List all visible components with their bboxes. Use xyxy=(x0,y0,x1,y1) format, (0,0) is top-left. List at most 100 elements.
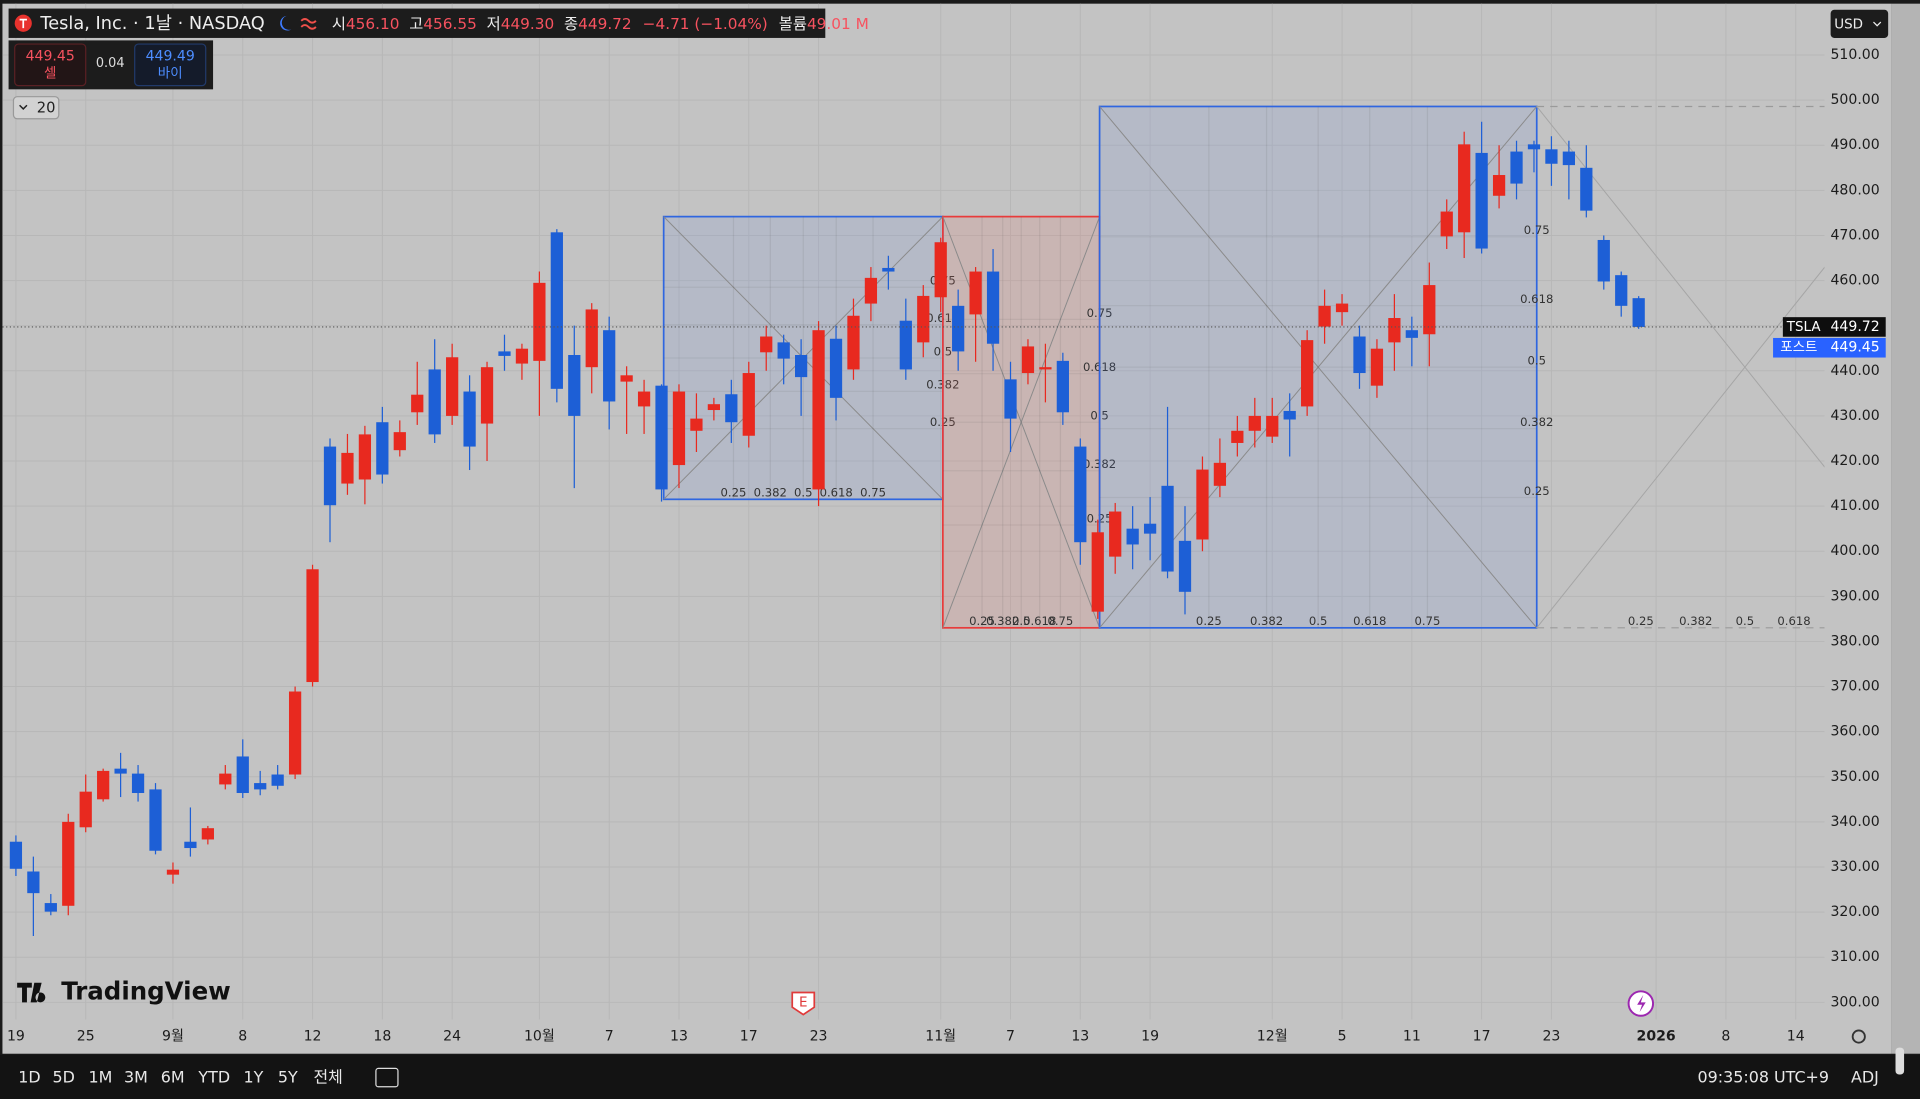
fib-label: 0.5 xyxy=(1527,354,1545,368)
grid xyxy=(2,3,1825,1020)
x-tick-label: 11 xyxy=(1403,1029,1421,1045)
price-tag-bg xyxy=(1824,317,1886,337)
fib-label: 0.618 xyxy=(1023,614,1056,628)
candle-body xyxy=(1370,348,1384,386)
range-button[interactable]: 1D xyxy=(18,1068,40,1087)
x-tick-label: 19 xyxy=(7,1029,25,1045)
range-button[interactable]: 1Y xyxy=(244,1068,264,1087)
candle-body xyxy=(568,355,581,416)
range-button[interactable]: 6M xyxy=(161,1068,185,1087)
y-tick-label: 310.00 xyxy=(1830,949,1879,965)
x-tick-label: 19 xyxy=(1141,1029,1159,1045)
candle-body xyxy=(1615,275,1628,306)
earnings-letter: E xyxy=(799,995,808,1010)
range-button[interactable]: 5Y xyxy=(278,1068,298,1087)
candle-body xyxy=(428,369,441,435)
x-tick-label: 7 xyxy=(1006,1029,1015,1045)
y-tick-label: 330.00 xyxy=(1830,859,1879,875)
buy-button[interactable] xyxy=(134,43,207,87)
earnings-badge[interactable] xyxy=(791,991,816,1016)
x-tick-label: 17 xyxy=(740,1029,758,1045)
y-tick-label: 380.00 xyxy=(1830,633,1879,649)
candle-body xyxy=(829,338,843,398)
fib-label: 0.382 xyxy=(1520,415,1553,429)
x-tick-label: 13 xyxy=(670,1029,688,1045)
y-tick-label: 510.00 xyxy=(1830,47,1879,63)
candle-body xyxy=(864,277,878,304)
candle-body xyxy=(533,282,546,361)
x-tick-label: 13 xyxy=(1071,1029,1089,1045)
buy-price: 449.49 xyxy=(146,48,195,64)
candle-body xyxy=(1475,152,1488,249)
candle-body xyxy=(1248,415,1261,431)
range-button[interactable]: 전체 xyxy=(314,1068,343,1087)
date-range-icon[interactable] xyxy=(375,1067,399,1088)
candle-body xyxy=(271,774,284,786)
candle-body xyxy=(236,756,249,794)
x-tick-label: 2026 xyxy=(1637,1029,1676,1045)
y-tick-label: 320.00 xyxy=(1830,904,1879,920)
candle-body xyxy=(847,315,860,370)
candle-body xyxy=(760,336,773,353)
adjust-toggle[interactable]: ADJ xyxy=(1851,1068,1879,1087)
candle-body xyxy=(1074,446,1087,543)
range-button[interactable]: YTD xyxy=(197,1068,230,1087)
candle-body xyxy=(1126,528,1139,545)
candles xyxy=(9,121,1645,937)
candle-body xyxy=(969,271,982,315)
x-tick-label: 14 xyxy=(1787,1029,1805,1045)
fib-label: 0.25 xyxy=(1196,614,1222,628)
candle-body xyxy=(1597,239,1610,282)
candle-body xyxy=(341,452,354,484)
currency-button[interactable] xyxy=(1830,9,1889,38)
settings-icon[interactable] xyxy=(1851,1029,1866,1044)
fib-diagonal xyxy=(1536,266,1825,629)
x-tick-label: 10월 xyxy=(524,1029,555,1045)
symbol-title: Tesla, Inc. · 1날 · NASDAQ xyxy=(39,13,264,34)
candle-body xyxy=(655,385,668,490)
range-button[interactable]: 3M xyxy=(124,1068,148,1087)
x-tick-label: 12월 xyxy=(1257,1029,1288,1045)
fib-label: 0.618 xyxy=(1520,292,1553,306)
fib-label: 0.5 xyxy=(1012,614,1030,628)
field-value: 449.72 xyxy=(578,14,632,32)
candle-body xyxy=(1545,149,1558,164)
candle-body xyxy=(1143,523,1157,534)
y-tick-label: 370.00 xyxy=(1830,679,1879,695)
candle-body xyxy=(288,691,302,775)
right-sidebar xyxy=(1891,3,1920,1054)
chevron xyxy=(1873,21,1882,27)
sell-button[interactable] xyxy=(14,43,87,87)
candle-body xyxy=(219,773,232,785)
field-label: 고 xyxy=(409,14,423,32)
x-tick-label: 18 xyxy=(373,1029,391,1045)
candle-body xyxy=(1527,144,1541,150)
fib-label: 0.5 xyxy=(1309,614,1327,628)
candle-body xyxy=(393,432,406,451)
candle-body xyxy=(446,357,459,416)
range-button[interactable]: 5D xyxy=(52,1068,74,1087)
candle-body xyxy=(812,330,825,490)
fib-label: 0.618 xyxy=(1777,614,1810,628)
fib-label: 0.75 xyxy=(860,486,886,500)
candle-body xyxy=(1004,379,1017,419)
indicator-toggle[interactable] xyxy=(12,96,60,120)
candle-body xyxy=(201,828,214,840)
compare-icon xyxy=(300,18,317,30)
candle-body xyxy=(777,342,790,359)
candle-body xyxy=(411,394,424,413)
range-button[interactable]: 1M xyxy=(88,1068,112,1087)
candle-body xyxy=(97,770,110,800)
currency: USD xyxy=(1834,17,1863,32)
fib-label: 0.75 xyxy=(1524,223,1550,237)
candle-body xyxy=(672,391,686,466)
y-tick-label: 360.00 xyxy=(1830,724,1879,740)
candle-body xyxy=(149,789,162,851)
price-tag-name-bg xyxy=(1773,337,1825,358)
candle-body xyxy=(323,446,337,506)
x-tick-label: 25 xyxy=(77,1029,95,1045)
x-tick-label: 12 xyxy=(304,1029,322,1045)
fib-label: 0.75 xyxy=(1415,614,1441,628)
candle-body xyxy=(585,309,598,368)
